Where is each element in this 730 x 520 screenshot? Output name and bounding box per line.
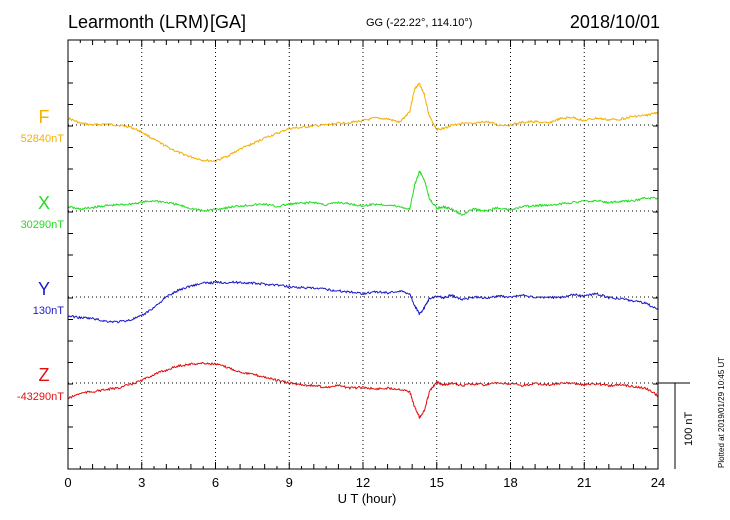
- scale-bar: 100 nT: [658, 382, 695, 469]
- axis-ticks: 0 3 6 9 12 15 18 21 24: [64, 40, 665, 490]
- series-line-z: [67, 361, 659, 419]
- station-title: Learmonth (LRM): [68, 12, 210, 32]
- series-line-x: [67, 170, 659, 216]
- x-axis-label: U T (hour): [338, 491, 397, 506]
- x-tick-label: 0: [64, 475, 71, 490]
- date-label: 2018/10/01: [569, 12, 660, 32]
- series-name-x: X: [38, 193, 50, 213]
- x-tick-label: 18: [503, 475, 517, 490]
- series-baseline-x: 30290nT: [21, 219, 65, 231]
- series-line-f: [67, 82, 659, 163]
- x-tick-label: 21: [577, 475, 591, 490]
- x-tick-label: 12: [356, 475, 370, 490]
- series-line-y: [67, 280, 659, 324]
- series-name-z: Z: [39, 365, 50, 385]
- x-tick-label: 6: [212, 475, 219, 490]
- series-traces: [67, 82, 659, 419]
- grid-lines: [68, 40, 658, 469]
- network-tag: [GA]: [210, 12, 247, 32]
- series-name-y: Y: [38, 279, 50, 299]
- scale-bar-label: 100 nT: [683, 411, 695, 446]
- series-baseline-f: 52840nT: [21, 133, 65, 145]
- series-name-f: F: [39, 107, 50, 127]
- series-labels: F 52840nT X 30290nT Y 130nT Z -43290nT: [17, 107, 64, 403]
- x-tick-label: 3: [138, 475, 145, 490]
- x-tick-label: 24: [651, 475, 665, 490]
- plotted-timestamp: Plotted at 2019/01/29 10:45 UT: [717, 357, 726, 468]
- coordinates-label: GG (-22.22°, 114.10°): [366, 17, 473, 29]
- series-baseline-y: 130nT: [33, 305, 64, 317]
- series-baseline-z: -43290nT: [17, 391, 64, 403]
- x-tick-label: 15: [430, 475, 444, 490]
- x-tick-label: 9: [286, 475, 293, 490]
